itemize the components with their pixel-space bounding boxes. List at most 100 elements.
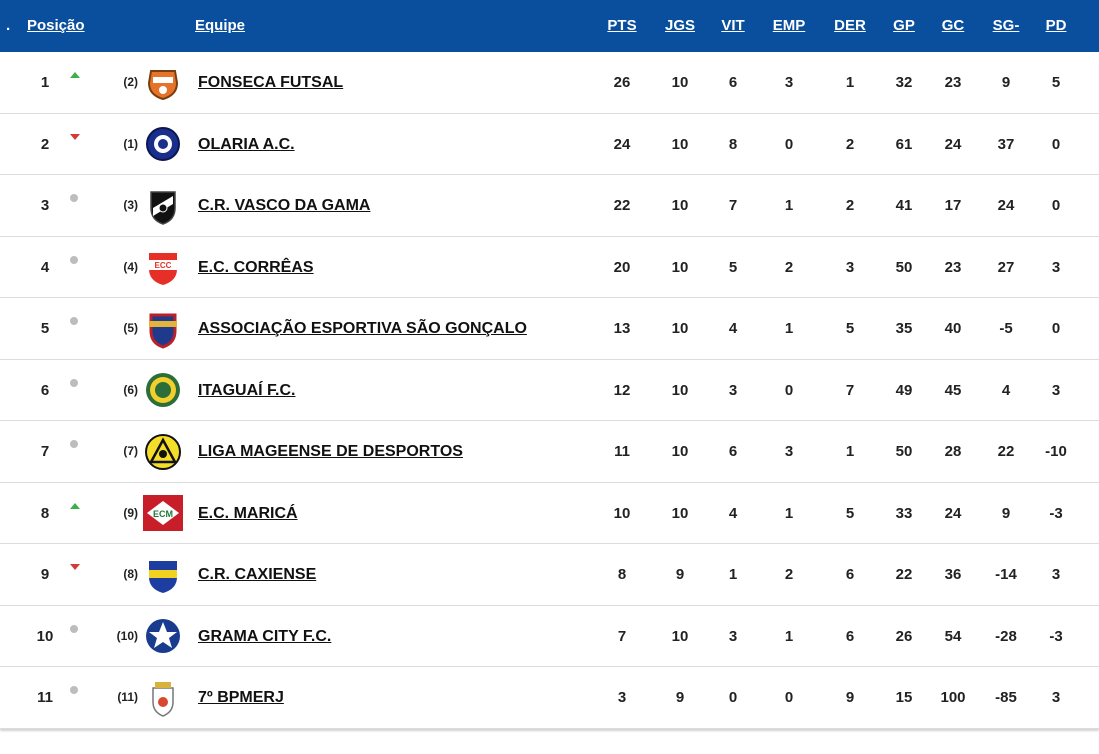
goals-for: 35 <box>895 320 913 337</box>
grama-city-crest-icon[interactable] <box>140 606 186 668</box>
wins: 8 <box>728 135 738 153</box>
team-name-cell: LIGA MAGEENSE DE DESPORTOS <box>198 421 598 483</box>
goals-against: 23 <box>944 74 962 91</box>
goals-for: 26 <box>895 627 913 645</box>
games: 9 <box>675 689 685 706</box>
sort-gc-link[interactable]: GC <box>941 17 965 34</box>
liga-mageense-crest-icon[interactable] <box>140 421 186 483</box>
goals-against: 17 <box>944 197 962 214</box>
sort-posicao-link[interactable]: Posição <box>27 17 85 34</box>
position: 11 <box>37 689 53 706</box>
team-name-link[interactable]: GRAMA CITY F.C. <box>198 627 332 645</box>
sort-der-link[interactable]: DER <box>834 17 866 34</box>
pd-value: 3 <box>1051 689 1061 706</box>
vasco-crest-icon[interactable] <box>140 175 186 237</box>
itaguai-crest-icon[interactable] <box>140 360 186 422</box>
pd-value: 0 <box>1051 135 1061 153</box>
sort-gp-link[interactable]: GP <box>893 17 915 34</box>
points: 13 <box>613 320 631 337</box>
wins: 5 <box>728 258 738 276</box>
trend-down-icon <box>70 114 84 176</box>
sao-goncalo-crest-icon[interactable] <box>140 298 186 360</box>
losses: 2 <box>845 135 855 153</box>
trend-same-icon <box>70 421 84 483</box>
team-name-link[interactable]: FONSECA FUTSAL <box>198 74 344 91</box>
sort-pts-link[interactable]: PTS <box>607 17 637 34</box>
team-name-link[interactable]: ASSOCIAÇÃO ESPORTIVA SÃO GONÇALO <box>198 320 527 337</box>
pd-value: -3 <box>1049 504 1063 522</box>
table-row-11: 11 (11) 7º BPMERJ 3 9 0 0 9 15 100 -85 3 <box>0 667 1099 729</box>
team-name-link[interactable]: ITAGUAÍ F.C. <box>198 381 296 399</box>
goal-difference: 24 <box>997 197 1015 214</box>
sort-pd-link[interactable]: PD <box>1045 17 1067 34</box>
position: 6 <box>40 381 50 399</box>
team-name-cell: E.C. CORRÊAS <box>198 237 598 299</box>
previous-position: (5) <box>123 321 138 335</box>
bpmerj-crest-icon[interactable] <box>140 667 186 729</box>
goals-against: 54 <box>944 627 962 645</box>
caxiense-crest-icon[interactable] <box>140 544 186 606</box>
wins: 6 <box>728 443 738 460</box>
position: 7 <box>40 443 50 460</box>
previous-position: (7) <box>123 444 138 458</box>
team-name-link[interactable]: 7º BPMERJ <box>198 689 284 706</box>
sort-emp-link[interactable]: EMP <box>772 17 806 34</box>
position: 4 <box>40 258 50 276</box>
games: 9 <box>675 566 685 583</box>
previous-position: (9) <box>123 505 138 520</box>
draws: 3 <box>784 443 794 460</box>
header-dot: . <box>6 17 11 34</box>
points: 11 <box>614 443 630 460</box>
wins: 3 <box>728 627 738 645</box>
previous-position: (11) <box>117 690 138 704</box>
goals-against: 40 <box>944 320 962 337</box>
points: 26 <box>613 74 631 91</box>
team-name-cell: ASSOCIAÇÃO ESPORTIVA SÃO GONÇALO <box>198 298 598 360</box>
marica-crest-icon[interactable]: ECM <box>140 483 186 545</box>
previous-position: (3) <box>123 198 138 212</box>
team-name-link[interactable]: OLARIA A.C. <box>198 135 295 153</box>
position: 2 <box>40 135 50 153</box>
wins: 4 <box>728 504 738 522</box>
goals-against: 45 <box>944 381 962 399</box>
points: 7 <box>617 627 627 645</box>
losses: 6 <box>845 627 855 645</box>
losses: 5 <box>845 320 855 337</box>
goals-for: 41 <box>895 197 913 214</box>
team-name-link[interactable]: E.C. MARICÁ <box>198 504 298 522</box>
sort-vit-link[interactable]: VIT <box>721 17 745 34</box>
losses: 9 <box>845 689 855 706</box>
trend-up-icon <box>70 52 84 114</box>
position: 8 <box>40 504 50 522</box>
points: 3 <box>617 689 627 706</box>
position: 3 <box>40 197 50 214</box>
team-name-link[interactable]: E.C. CORRÊAS <box>198 258 314 276</box>
table-row-7: 7 (7) LIGA MAGEENSE DE DESPORTOS 11 10 6… <box>0 421 1099 483</box>
draws: 3 <box>784 74 794 91</box>
previous-position: (4) <box>123 259 138 274</box>
wins: 0 <box>728 689 738 706</box>
fonseca-futsal-crest-icon[interactable] <box>140 52 186 114</box>
sort-sg-link[interactable]: SG- <box>992 17 1020 34</box>
olaria-crest-icon[interactable] <box>140 114 186 176</box>
trend-same-icon <box>70 237 84 299</box>
svg-text:ECM: ECM <box>153 509 173 519</box>
goals-for: 15 <box>895 689 913 706</box>
correas-crest-icon[interactable]: ECC <box>140 237 186 299</box>
goals-against: 36 <box>944 566 962 583</box>
sort-equipe-link[interactable]: Equipe <box>195 17 246 34</box>
team-name-cell: 7º BPMERJ <box>198 667 598 729</box>
team-name-link[interactable]: C.R. VASCO DA GAMA <box>198 197 371 214</box>
goal-difference: -5 <box>999 320 1013 337</box>
team-name-link[interactable]: C.R. CAXIENSE <box>198 566 317 583</box>
games: 10 <box>671 197 689 214</box>
sort-jgs-link[interactable]: JGS <box>664 17 695 34</box>
table-row-8: 8 (9) ECM E.C. MARICÁ 10 10 4 1 5 33 24 … <box>0 482 1099 545</box>
team-name-link[interactable]: LIGA MAGEENSE DE DESPORTOS <box>198 443 463 460</box>
losses: 7 <box>845 381 855 399</box>
position: 10 <box>36 627 54 645</box>
goal-difference: 22 <box>997 443 1015 460</box>
points: 22 <box>613 197 631 214</box>
goal-difference: 9 <box>1001 504 1011 522</box>
losses: 2 <box>845 197 855 214</box>
